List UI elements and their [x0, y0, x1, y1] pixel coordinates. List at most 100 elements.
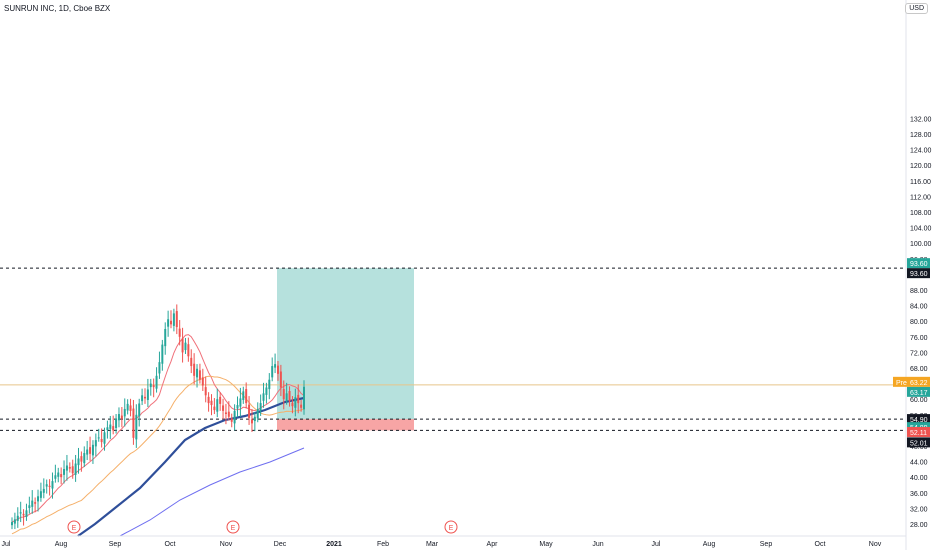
x-tick-label: Apr — [487, 541, 499, 548]
candle-body — [230, 418, 233, 422]
price-tag-box — [907, 437, 930, 448]
candle-body — [172, 313, 175, 326]
x-tick-label: Aug — [703, 541, 716, 548]
earnings-marker-icon — [444, 520, 458, 534]
y-tick-label: 60.00 — [910, 397, 928, 404]
candle-body — [291, 402, 294, 407]
candle-body — [210, 400, 213, 406]
x-tick-label: Oct — [165, 541, 176, 548]
position-zones — [277, 268, 414, 431]
candle-body — [54, 475, 57, 479]
price-tags: 93.6093.6063.1754.9054.8952.1152.01Pre63… — [893, 258, 930, 448]
candle-body — [184, 342, 187, 351]
y-tick-label: 88.00 — [910, 288, 928, 295]
candle-body — [117, 414, 120, 421]
candle-body — [198, 370, 201, 380]
candle-body — [11, 522, 13, 526]
earnings-marker-icon — [226, 520, 240, 534]
candle-body — [120, 415, 123, 419]
y-tick-label: 100.00 — [910, 241, 932, 248]
ma-red-line — [11, 334, 305, 523]
price-tag-label: 52.01 — [910, 440, 928, 447]
candle-body — [91, 444, 94, 456]
candle-body — [268, 379, 271, 390]
candle-body — [94, 440, 97, 447]
candle-body — [227, 411, 230, 417]
candle-body — [161, 344, 164, 364]
candle-body — [34, 502, 37, 504]
x-tick-label: Aug — [55, 541, 68, 548]
candle-body — [57, 472, 60, 477]
candle-body — [123, 408, 126, 417]
candle-body — [279, 371, 282, 388]
candle-body — [248, 404, 251, 418]
x-tick-label: Nov — [869, 541, 882, 548]
x-tick-label: Jul — [2, 541, 11, 548]
candle-body — [89, 447, 92, 454]
candle-body — [65, 465, 68, 471]
candle-body — [193, 363, 196, 376]
price-tag-box — [907, 268, 930, 279]
candle-body — [45, 484, 48, 487]
earnings-marker-label: E — [231, 525, 236, 532]
candle-body — [204, 387, 207, 396]
y-tick-label: 104.00 — [910, 226, 932, 233]
candle-body — [31, 500, 34, 507]
y-tick-label: 124.00 — [910, 148, 932, 155]
y-tick-label: 112.00 — [910, 194, 931, 201]
candle-body — [152, 385, 155, 388]
y-tick-label: 120.00 — [910, 163, 932, 170]
y-tick-label: 48.00 — [910, 444, 928, 451]
candle-body — [271, 366, 274, 378]
candle-body — [213, 406, 216, 411]
ma-navy-line — [77, 396, 305, 537]
price-tag-box — [907, 426, 930, 437]
candle-body — [207, 396, 210, 404]
candle-body — [63, 469, 66, 475]
price-tag-box — [907, 386, 930, 397]
candle-body — [143, 396, 146, 399]
candle-body — [274, 364, 277, 368]
price-tag-label: 54.90 — [910, 417, 928, 424]
candle-body — [80, 456, 83, 462]
earnings-marker-label: E — [72, 525, 77, 532]
candle-body — [242, 391, 245, 400]
candle-body — [262, 393, 265, 401]
currency-button[interactable]: USD — [905, 3, 928, 14]
candle-body — [13, 519, 16, 524]
candle-body — [141, 395, 144, 402]
candle-body — [97, 437, 100, 439]
earnings-marker-icon — [67, 520, 81, 534]
candle-body — [112, 426, 115, 431]
candle-body — [288, 391, 291, 402]
y-tick-label: 28.00 — [910, 522, 928, 529]
pre-tag-label: Pre — [896, 380, 907, 387]
price-tag-label: 52.11 — [910, 430, 927, 437]
candle-body — [138, 403, 141, 417]
y-tick-label: 44.00 — [910, 460, 928, 467]
candle-body — [109, 424, 112, 429]
pre-tag-value: 63.22 — [910, 380, 928, 387]
candle-body — [158, 362, 161, 374]
candle-body — [25, 510, 28, 517]
candle-body — [115, 418, 118, 429]
x-tick-label: Sep — [109, 541, 122, 548]
candle-body — [39, 491, 42, 498]
candle-body — [28, 505, 31, 509]
candle-body — [196, 368, 199, 378]
candle-body — [37, 496, 40, 502]
candle-body — [253, 416, 256, 422]
candle-body — [129, 405, 132, 411]
candle-body — [22, 513, 25, 516]
candle-body — [190, 357, 193, 367]
y-tick-label: 40.00 — [910, 475, 928, 482]
moving-averages — [11, 334, 305, 537]
candle-body — [259, 403, 262, 411]
time-axis: Jul Aug Sep Oct Nov Dec 2021 Feb Mar Apr May Jun Jul… — [2, 541, 882, 548]
price-tag-label: 93.60 — [910, 261, 928, 268]
candle-body — [256, 408, 259, 419]
x-tick-label: Dec — [274, 541, 287, 548]
x-tick-label: Mar — [426, 541, 439, 548]
